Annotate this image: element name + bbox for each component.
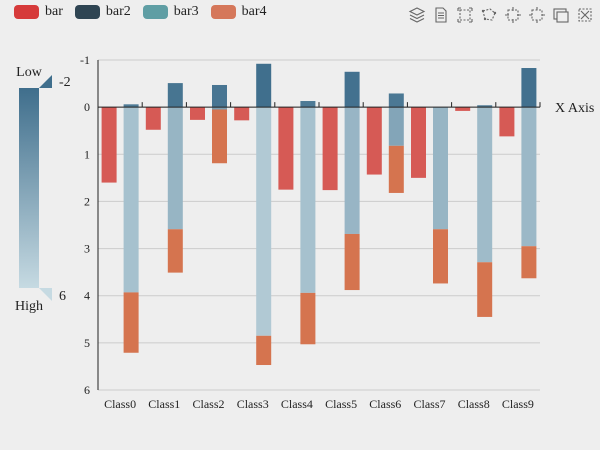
- legend-item-bar2[interactable]: bar2: [74, 4, 131, 20]
- y-tick-label: 0: [84, 100, 90, 114]
- bar-bar4[interactable]: [521, 246, 537, 279]
- legend-swatch: [74, 5, 100, 19]
- legend-item-bar[interactable]: bar: [14, 4, 63, 20]
- bar-bar3[interactable]: [344, 107, 360, 234]
- visual-map-text-high: High: [15, 299, 43, 314]
- bar-bar4[interactable]: [212, 109, 227, 164]
- y-tick-label: 5: [84, 336, 90, 350]
- visual-map-text-low: Low: [16, 65, 43, 80]
- bar-bar3[interactable]: [300, 107, 316, 293]
- y-tick-label: -1: [80, 53, 90, 67]
- bar-bar2[interactable]: [388, 93, 404, 108]
- bar-bar4[interactable]: [167, 229, 183, 273]
- visual-map-handle-bottom[interactable]: [39, 288, 52, 301]
- bar-bar2[interactable]: [212, 84, 227, 108]
- bar-bar3[interactable]: [477, 107, 493, 263]
- bar-bar[interactable]: [322, 107, 338, 191]
- save-image-icon[interactable]: [552, 6, 570, 24]
- bar-bar4[interactable]: [477, 262, 493, 317]
- bar-bar4[interactable]: [300, 292, 316, 345]
- bar-bar2[interactable]: [344, 71, 360, 108]
- bar-bar4[interactable]: [433, 229, 448, 284]
- bar-bar4[interactable]: [344, 233, 360, 291]
- visual-map-handle-top[interactable]: [39, 75, 52, 88]
- y-tick-label: 3: [84, 242, 90, 256]
- legend-item-bar3[interactable]: bar3: [142, 4, 199, 20]
- legend-label: bar: [45, 4, 63, 19]
- legend-label: bar4: [241, 4, 267, 19]
- stack-icon[interactable]: [408, 6, 426, 24]
- legend-label: bar2: [105, 4, 131, 19]
- bar-bar4[interactable]: [123, 292, 139, 353]
- data-view-icon[interactable]: [432, 6, 450, 24]
- bar-bar3[interactable]: [123, 107, 139, 293]
- y-tick-label: 2: [84, 194, 90, 208]
- x-tick-label: Class6: [369, 397, 401, 411]
- x-tick-label: Class8: [458, 397, 490, 411]
- legend-swatch: [142, 5, 168, 19]
- bar-bar3[interactable]: [167, 107, 183, 230]
- bar-bar[interactable]: [101, 107, 117, 183]
- lasso-select-icon[interactable]: [480, 6, 498, 24]
- restore-icon[interactable]: [576, 6, 594, 24]
- bar-bar3[interactable]: [521, 107, 537, 247]
- visual-map-bar[interactable]: [19, 88, 39, 288]
- legend-label: bar3: [173, 4, 199, 19]
- bar-bar[interactable]: [455, 107, 471, 111]
- y-tick-label: 1: [84, 147, 90, 161]
- bar-bar4[interactable]: [256, 335, 272, 366]
- bar-bar2[interactable]: [300, 101, 316, 108]
- chart-toolbox: [408, 6, 594, 24]
- visual-map-min-value: -2: [59, 75, 71, 90]
- x-axis-label: X Axis: [555, 101, 594, 116]
- legend-item-bar4[interactable]: bar4: [210, 4, 267, 20]
- keep-select-icon[interactable]: [504, 6, 522, 24]
- y-tick-label: 6: [84, 383, 90, 397]
- rect-select-icon[interactable]: [456, 6, 474, 24]
- bar-bar2[interactable]: [123, 104, 139, 108]
- bar-bar[interactable]: [234, 107, 250, 121]
- bar-bar2[interactable]: [521, 68, 537, 108]
- bar-bar3[interactable]: [433, 107, 448, 230]
- bar-bar[interactable]: [145, 107, 161, 130]
- x-tick-label: Class1: [148, 397, 180, 411]
- bar-bar4[interactable]: [388, 145, 404, 193]
- chart-legend: bar bar2 bar3 bar4: [14, 3, 267, 21]
- bar-bar2[interactable]: [477, 105, 493, 108]
- bar-bar[interactable]: [411, 107, 426, 178]
- bar-bar3[interactable]: [388, 107, 404, 146]
- y-tick-label: 4: [84, 289, 90, 303]
- legend-swatch: [14, 5, 39, 19]
- bar-bar3[interactable]: [256, 107, 272, 336]
- bar-bar2[interactable]: [167, 83, 183, 108]
- bar-bar[interactable]: [190, 107, 205, 120]
- bar-bar[interactable]: [278, 107, 294, 190]
- visual-map-max-value: 6: [59, 289, 66, 304]
- x-tick-label: Class9: [502, 397, 534, 411]
- bar-bar[interactable]: [499, 107, 515, 137]
- bar-bar2[interactable]: [256, 63, 272, 108]
- x-tick-label: Class0: [104, 397, 136, 411]
- x-tick-label: Class5: [325, 397, 357, 411]
- x-tick-label: Class3: [237, 397, 269, 411]
- clear-select-icon[interactable]: [528, 6, 546, 24]
- x-tick-label: Class7: [413, 397, 445, 411]
- bar-bar3[interactable]: [212, 107, 227, 110]
- legend-swatch: [210, 5, 236, 19]
- x-tick-label: Class2: [192, 397, 224, 411]
- x-tick-label: Class4: [281, 397, 313, 411]
- bar-bar[interactable]: [366, 107, 382, 175]
